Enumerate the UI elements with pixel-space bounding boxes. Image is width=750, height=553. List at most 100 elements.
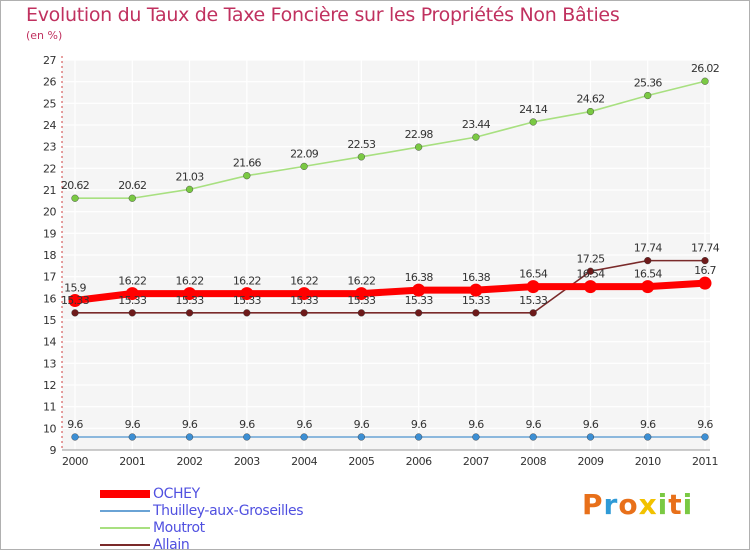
x-tick-label: 2008 <box>520 455 546 468</box>
data-point-ochey <box>698 276 712 290</box>
legend-swatch <box>100 489 150 498</box>
logo-letter: x <box>638 488 658 521</box>
series-line-allain <box>74 259 706 314</box>
chart-legend: OCHEY Thuilley-aux-Groseilles Moutrot Allai… <box>100 485 304 553</box>
data-point-ochey <box>469 283 483 297</box>
data-label-thuilley-aux-groseilles: 9.6 <box>67 418 83 431</box>
data-point-ochey <box>583 280 597 294</box>
data-point-moutrot <box>586 107 595 116</box>
y-tick-label: 15 <box>43 314 56 327</box>
data-point-ochey <box>183 287 197 301</box>
x-tick-label: 2003 <box>234 455 260 468</box>
data-point-ochey <box>297 287 311 301</box>
data-point-moutrot <box>300 162 308 170</box>
data-point-thuilley-aux-groseilles <box>472 433 480 441</box>
data-point-moutrot <box>701 77 709 85</box>
data-label-allain: 15.33 <box>176 294 205 307</box>
data-label-thuilley-aux-groseilles: 9.6 <box>125 418 141 431</box>
chart-subtitle: (en %) <box>26 29 63 42</box>
data-point-thuilley-aux-groseilles <box>415 433 423 441</box>
y-tick-label: 10 <box>43 422 56 435</box>
data-label-moutrot: 24.14 <box>519 103 548 116</box>
data-point-moutrot <box>415 143 423 151</box>
logo-letter: P <box>582 488 604 521</box>
x-tick-label: 2011 <box>692 455 718 468</box>
y-tick-label: 13 <box>43 357 56 370</box>
series-line-moutrot <box>74 80 706 200</box>
data-point-thuilley-aux-groseilles <box>300 433 308 441</box>
data-point-thuilley-aux-groseilles <box>644 433 652 441</box>
logo-letter: i <box>657 488 669 521</box>
data-label-ochey: 16.22 <box>233 275 261 288</box>
y-tick-label: 27 <box>43 54 56 67</box>
data-label-ochey: 16.54 <box>519 268 548 281</box>
data-label-moutrot: 25.36 <box>634 77 663 90</box>
x-tick-label: 2002 <box>177 455 203 468</box>
data-label-allain: 15.33 <box>118 294 147 307</box>
legend-swatch <box>100 509 150 512</box>
data-label-allain: 15.33 <box>462 294 491 307</box>
data-label-moutrot: 21.66 <box>233 157 262 170</box>
data-point-ochey <box>240 287 254 301</box>
data-point-allain <box>644 257 652 265</box>
logo-letter: i <box>682 488 694 521</box>
data-point-moutrot <box>529 118 537 126</box>
x-tick-label: 2007 <box>463 455 489 468</box>
y-tick-label: 16 <box>43 292 56 305</box>
y-tick-label: 18 <box>43 249 56 262</box>
y-tick-label: 22 <box>43 162 56 175</box>
data-point-thuilley-aux-groseilles <box>243 433 251 441</box>
data-label-moutrot: 23.44 <box>462 118 491 131</box>
data-point-thuilley-aux-groseilles <box>529 433 537 441</box>
data-label-allain: 15.33 <box>61 294 90 307</box>
data-point-moutrot <box>472 133 480 141</box>
logo-letter: t <box>668 488 683 521</box>
data-label-thuilley-aux-groseilles: 9.6 <box>182 418 198 431</box>
y-tick-label: 20 <box>43 206 56 219</box>
x-tick-label: 2006 <box>406 455 432 468</box>
data-label-thuilley-aux-groseilles: 9.6 <box>296 418 312 431</box>
data-label-allain: 17.74 <box>634 242 663 255</box>
data-label-ochey: 16.7 <box>694 264 716 277</box>
data-point-moutrot <box>71 194 79 202</box>
x-tick-label: 2009 <box>577 455 603 468</box>
data-label-allain: 17.74 <box>691 242 720 255</box>
data-point-allain <box>300 309 308 317</box>
data-label-thuilley-aux-groseilles: 9.6 <box>697 418 713 431</box>
data-point-ochey <box>641 280 655 294</box>
data-label-thuilley-aux-groseilles: 9.6 <box>354 418 370 431</box>
data-label-moutrot: 26.02 <box>691 62 719 75</box>
x-tick-label: 2004 <box>291 455 317 468</box>
legend-label: OCHEY <box>153 485 200 502</box>
data-label-allain: 15.33 <box>290 294 319 307</box>
y-tick-label: 12 <box>43 379 56 392</box>
data-label-ochey: 15.9 <box>64 282 86 295</box>
y-tick-label: 21 <box>43 184 56 197</box>
y-tick-label: 19 <box>43 227 56 240</box>
data-label-moutrot: 21.03 <box>176 170 205 183</box>
legend-label: Allain <box>153 536 190 553</box>
data-point-allain <box>701 257 709 265</box>
data-point-ochey <box>68 294 82 307</box>
data-label-ochey: 16.22 <box>347 275 375 288</box>
data-label-moutrot: 24.62 <box>576 93 604 106</box>
data-point-allain <box>586 267 595 275</box>
proxiti-logo: Proxiti <box>582 488 693 521</box>
data-label-moutrot: 20.62 <box>118 179 146 192</box>
data-label-thuilley-aux-groseilles: 9.6 <box>411 418 427 431</box>
data-label-ochey: 16.38 <box>405 271 434 284</box>
data-label-moutrot: 20.62 <box>61 179 89 192</box>
data-label-ochey: 16.22 <box>290 275 318 288</box>
data-point-moutrot <box>185 185 194 193</box>
data-point-allain <box>243 309 251 317</box>
data-label-moutrot: 22.53 <box>347 138 376 151</box>
legend-swatch <box>100 543 150 546</box>
data-label-thuilley-aux-groseilles: 9.6 <box>468 418 484 431</box>
data-label-ochey: 16.22 <box>118 275 146 288</box>
logo-letter: o <box>618 488 639 521</box>
data-point-allain <box>128 309 136 317</box>
legend-item: Allain <box>100 536 303 553</box>
data-label-allain: 15.33 <box>519 294 548 307</box>
data-point-thuilley-aux-groseilles <box>701 433 709 441</box>
